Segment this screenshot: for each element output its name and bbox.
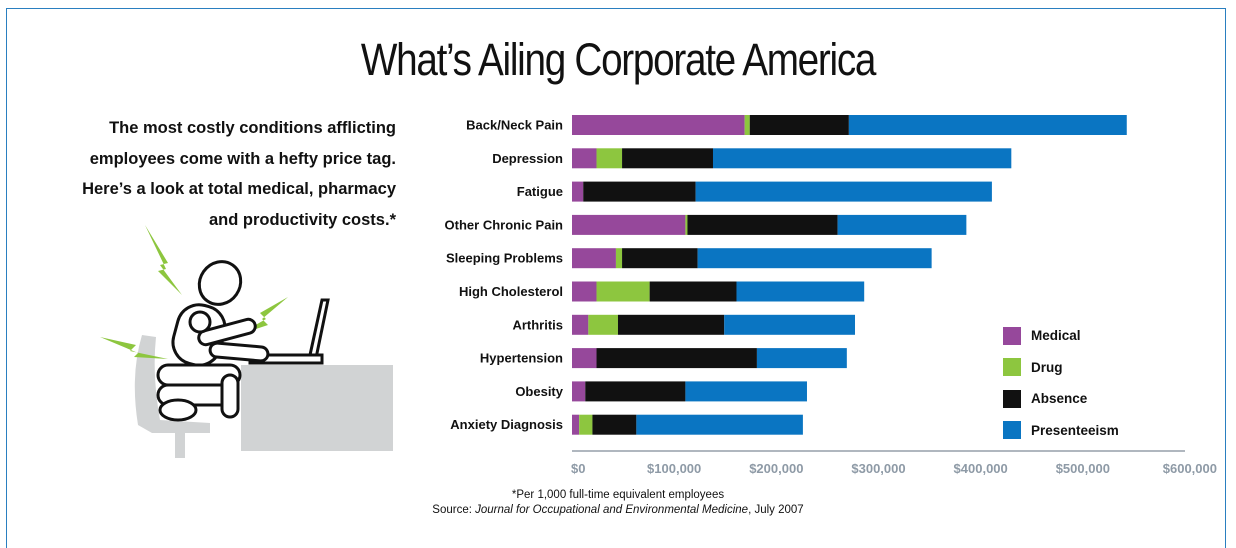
bar-segment-drug (596, 148, 623, 169)
bar-segment-presenteeism (712, 148, 1012, 169)
category-label: Obesity (515, 384, 563, 399)
category-label: Fatigue (517, 184, 563, 199)
intro-line: The most costly conditions afflicting (109, 119, 396, 137)
category-label: High Cholesterol (459, 284, 563, 299)
x-tick-label: $500,000 (1056, 461, 1110, 476)
footnote: *Per 1,000 full-time equivalent employee… (511, 489, 725, 501)
bar-segment-medical (572, 181, 584, 202)
legend-item-absence: Absence (1003, 383, 1119, 415)
bar-segment-medical (572, 314, 589, 335)
x-tick-label: $600,000 (1163, 461, 1217, 476)
bar-segment-drug (588, 314, 618, 335)
outer-frame (6, 8, 1226, 548)
bar-segment-absence (649, 281, 737, 302)
bar-segment-absence (583, 181, 696, 202)
legend-swatch (1003, 326, 1021, 345)
bar-segment-drug (744, 115, 750, 135)
legend-label: Absence (1031, 391, 1088, 407)
legend-label: Drug (1031, 359, 1063, 375)
bar-segment-absence (622, 148, 713, 169)
bar-segment-presenteeism (724, 314, 856, 335)
bar-segment-presenteeism (736, 281, 865, 302)
intro-line: employees come with a hefty price tag. (89, 149, 396, 168)
bar-segment-medical (572, 248, 616, 269)
category-label: Back/Neck Pain (466, 118, 563, 133)
category-label: Other Chronic Pain (445, 217, 564, 232)
bar-segment-medical (572, 348, 597, 369)
chair-icon (134, 335, 210, 458)
bar-segment-absence (749, 115, 849, 135)
legend-item-presenteeism: Presenteeism (1003, 415, 1119, 447)
bar-segment-absence (585, 381, 686, 402)
bar-segment-absence (687, 214, 838, 235)
legend-swatch (1003, 358, 1021, 377)
x-tick-label: $0 (571, 461, 585, 476)
dummy-at-laptop-illustration (100, 225, 393, 458)
category-label: Anxiety Diagnosis (450, 417, 563, 432)
bar-segment-medical (572, 414, 580, 435)
legend-item-medical: Medical (1003, 320, 1119, 352)
legend-item-drug: Drug (1003, 352, 1119, 384)
legend-label: Presenteeism (1031, 422, 1119, 438)
bar-segment-absence (592, 414, 637, 435)
bar-segment-presenteeism (695, 181, 992, 202)
dummy-figure-icon (156, 260, 270, 422)
bar-segment-medical (572, 281, 597, 302)
bar-segment-presenteeism (837, 214, 967, 235)
bar-segment-presenteeism (848, 115, 1127, 135)
bar-segment-absence (596, 348, 757, 369)
category-label: Hypertension (480, 351, 563, 366)
bar-segment-medical (572, 148, 597, 169)
source-suffix: , July 2007 (748, 504, 804, 516)
legend-swatch (1003, 421, 1021, 440)
x-tick-label: $100,000 (647, 461, 701, 476)
bar-segment-presenteeism (685, 381, 807, 402)
source-prefix: Source: (432, 504, 476, 516)
bar-segment-medical (572, 115, 745, 135)
legend-swatch (1003, 389, 1021, 408)
category-label: Depression (492, 151, 563, 166)
bar-segment-absence (617, 314, 725, 335)
footnote-block: *Per 1,000 full-time equivalent employee… (0, 488, 1236, 518)
category-label: Arthritis (512, 317, 563, 332)
desk-icon (241, 365, 393, 451)
bar-segment-medical (572, 381, 586, 402)
bar-segment-presenteeism (756, 348, 847, 369)
x-tick-label: $300,000 (851, 461, 905, 476)
intro-line: Here’s a look at total medical, pharmacy (82, 180, 396, 198)
bar-segment-absence (622, 248, 698, 269)
legend-label: Medical (1031, 328, 1081, 344)
source-journal: Journal for Occupational and Environment… (475, 504, 749, 516)
bar-segment-medical (572, 214, 686, 235)
intro-line: and productivity costs.* (208, 210, 396, 229)
bar-segment-presenteeism (697, 248, 932, 269)
bar-segment-drug (596, 281, 650, 302)
bar-segment-drug (685, 214, 688, 235)
intro-text: The most costly conditions afflicting em… (36, 113, 396, 235)
bar-segment-drug (579, 414, 593, 435)
bar-segment-presenteeism (636, 414, 803, 435)
bar-segment-drug (615, 248, 623, 269)
source-line: Source: Journal for Occupational and Env… (0, 503, 1236, 518)
pain-bolt-icon (100, 225, 288, 359)
x-tick-label: $200,000 (749, 461, 803, 476)
legend: Medical Drug Absence Presenteeism (1003, 320, 1119, 446)
chart-title: What’s Ailing Corporate America (360, 34, 877, 85)
category-label: Sleeping Problems (446, 251, 563, 266)
x-tick-label: $400,000 (954, 461, 1008, 476)
